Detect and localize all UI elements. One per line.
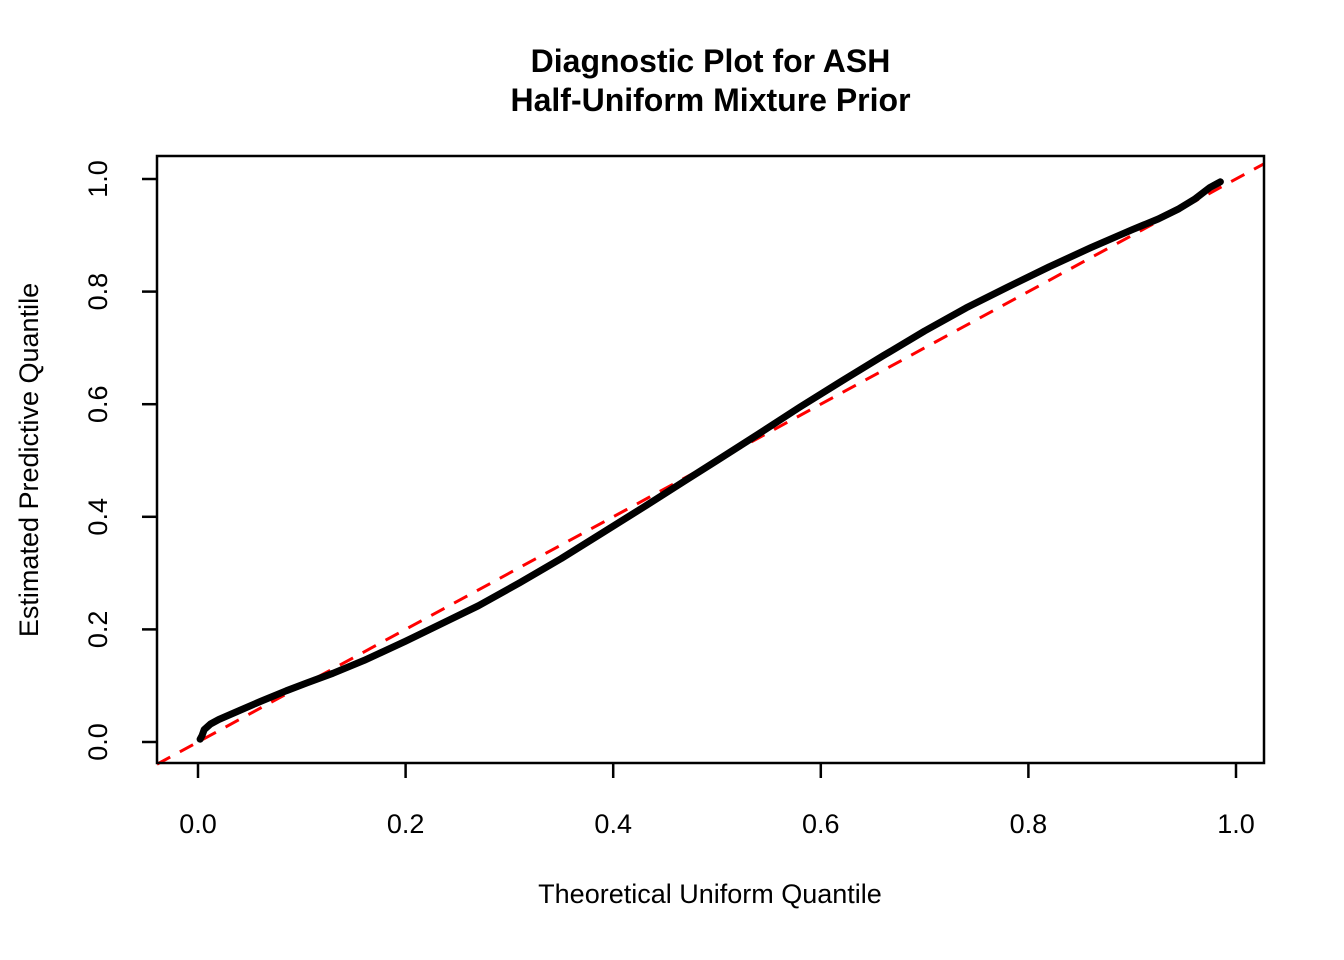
x-axis-tick-labels: 0.0 0.2 0.4 0.6 0.8 1.0 [179, 809, 1255, 839]
x-tick-label: 0.8 [1010, 809, 1048, 839]
y-axis-tick-labels: 0.0 0.2 0.4 0.6 0.8 1.0 [83, 160, 113, 761]
y-tick-label: 0.4 [83, 498, 113, 536]
y-tick-label: 0.8 [83, 273, 113, 311]
chart-title-line1: Diagnostic Plot for ASH [530, 43, 891, 79]
plot-border [155, 154, 1266, 765]
x-tick-label: 1.0 [1217, 809, 1255, 839]
y-axis-title: Estimated Predictive Quantile [14, 283, 44, 637]
x-axis-ticks [196, 764, 1238, 778]
y-axis-ticks [142, 177, 156, 744]
x-axis-title: Theoretical Uniform Quantile [538, 879, 882, 909]
x-tick-label: 0.4 [594, 809, 632, 839]
x-tick-label: 0.2 [387, 809, 425, 839]
x-tick-label: 0.0 [179, 809, 217, 839]
y-tick-label: 0.2 [83, 611, 113, 649]
chart-title: Diagnostic Plot for ASH Half-Uniform Mix… [157, 42, 1264, 120]
y-tick-label: 0.6 [83, 385, 113, 423]
y-tick-label: 0.0 [83, 723, 113, 761]
x-tick-label: 0.6 [802, 809, 840, 839]
quantile-curve [196, 178, 1224, 743]
chart-title-line2: Half-Uniform Mixture Prior [510, 82, 911, 118]
y-tick-label: 1.0 [83, 160, 113, 198]
